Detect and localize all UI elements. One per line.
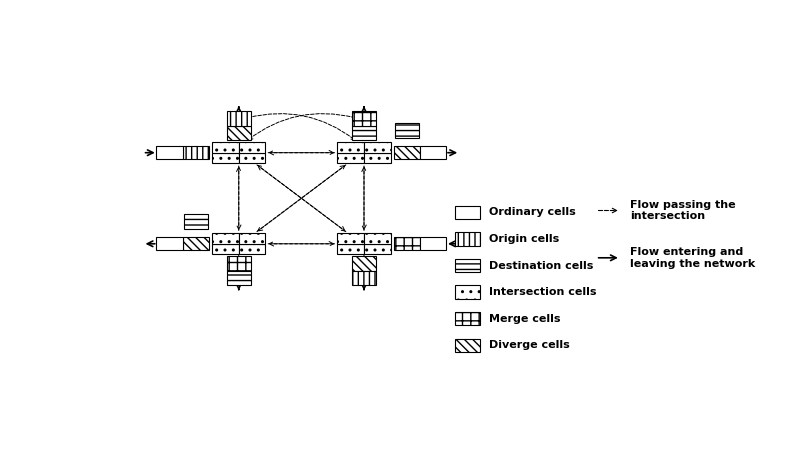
Bar — [183, 146, 209, 159]
Bar — [455, 259, 480, 272]
Bar — [395, 123, 419, 138]
Bar — [455, 285, 480, 299]
Text: Merge cells: Merge cells — [490, 314, 561, 324]
Bar — [157, 146, 183, 159]
Bar — [183, 237, 209, 250]
Text: Flow passing the
intersection: Flow passing the intersection — [630, 200, 736, 221]
Text: Ordinary cells: Ordinary cells — [490, 207, 576, 217]
Bar — [213, 142, 239, 153]
Bar — [338, 244, 364, 254]
Bar — [239, 142, 265, 153]
Text: Flow entering and
leaving the network: Flow entering and leaving the network — [630, 247, 755, 268]
Bar — [455, 232, 480, 246]
Bar — [364, 142, 390, 153]
Bar — [455, 339, 480, 352]
Text: Diverge cells: Diverge cells — [490, 340, 570, 350]
Bar — [213, 244, 239, 254]
Bar — [184, 214, 208, 229]
Bar — [364, 233, 390, 244]
Bar — [352, 271, 376, 285]
Bar — [227, 126, 250, 141]
Bar — [352, 256, 376, 271]
Bar — [227, 256, 250, 271]
Bar — [352, 111, 376, 126]
Bar — [420, 146, 446, 159]
Bar — [227, 111, 250, 126]
Bar — [213, 153, 239, 163]
Bar — [455, 206, 480, 219]
Bar — [338, 153, 364, 163]
Bar — [239, 233, 265, 244]
Bar — [393, 237, 420, 250]
Bar — [352, 126, 376, 141]
Text: Intersection cells: Intersection cells — [490, 287, 597, 297]
Bar — [213, 233, 239, 244]
Text: Origin cells: Origin cells — [490, 234, 559, 244]
Bar — [157, 237, 183, 250]
Bar — [364, 244, 390, 254]
Bar — [420, 237, 446, 250]
Bar — [239, 153, 265, 163]
Bar — [338, 233, 364, 244]
Bar — [455, 312, 480, 325]
Bar — [227, 271, 250, 285]
Bar — [393, 146, 420, 159]
Text: Destination cells: Destination cells — [490, 261, 594, 271]
Bar — [364, 153, 390, 163]
Bar — [338, 142, 364, 153]
Bar — [239, 244, 265, 254]
